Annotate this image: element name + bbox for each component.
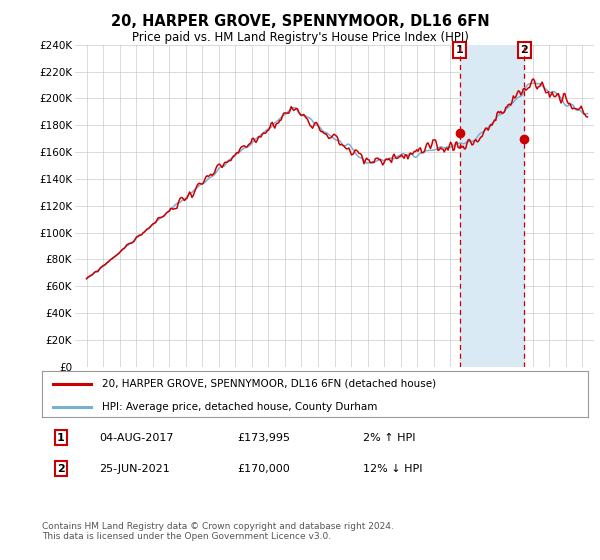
Text: 20, HARPER GROVE, SPENNYMOOR, DL16 6FN: 20, HARPER GROVE, SPENNYMOOR, DL16 6FN xyxy=(110,14,490,29)
Text: 1: 1 xyxy=(57,433,65,443)
Text: 2% ↑ HPI: 2% ↑ HPI xyxy=(363,433,415,443)
Text: Contains HM Land Registry data © Crown copyright and database right 2024.
This d: Contains HM Land Registry data © Crown c… xyxy=(42,522,394,542)
Text: Price paid vs. HM Land Registry's House Price Index (HPI): Price paid vs. HM Land Registry's House … xyxy=(131,31,469,44)
Text: 1: 1 xyxy=(456,45,464,55)
Text: 2: 2 xyxy=(57,464,65,474)
Text: HPI: Average price, detached house, County Durham: HPI: Average price, detached house, Coun… xyxy=(102,402,377,412)
Text: £170,000: £170,000 xyxy=(237,464,290,474)
Text: 20, HARPER GROVE, SPENNYMOOR, DL16 6FN (detached house): 20, HARPER GROVE, SPENNYMOOR, DL16 6FN (… xyxy=(102,379,436,389)
Bar xyxy=(460,45,524,367)
Text: 04-AUG-2017: 04-AUG-2017 xyxy=(99,433,173,443)
Text: 25-JUN-2021: 25-JUN-2021 xyxy=(99,464,170,474)
Text: 12% ↓ HPI: 12% ↓ HPI xyxy=(363,464,422,474)
Text: £173,995: £173,995 xyxy=(237,433,290,443)
Text: 2: 2 xyxy=(520,45,528,55)
